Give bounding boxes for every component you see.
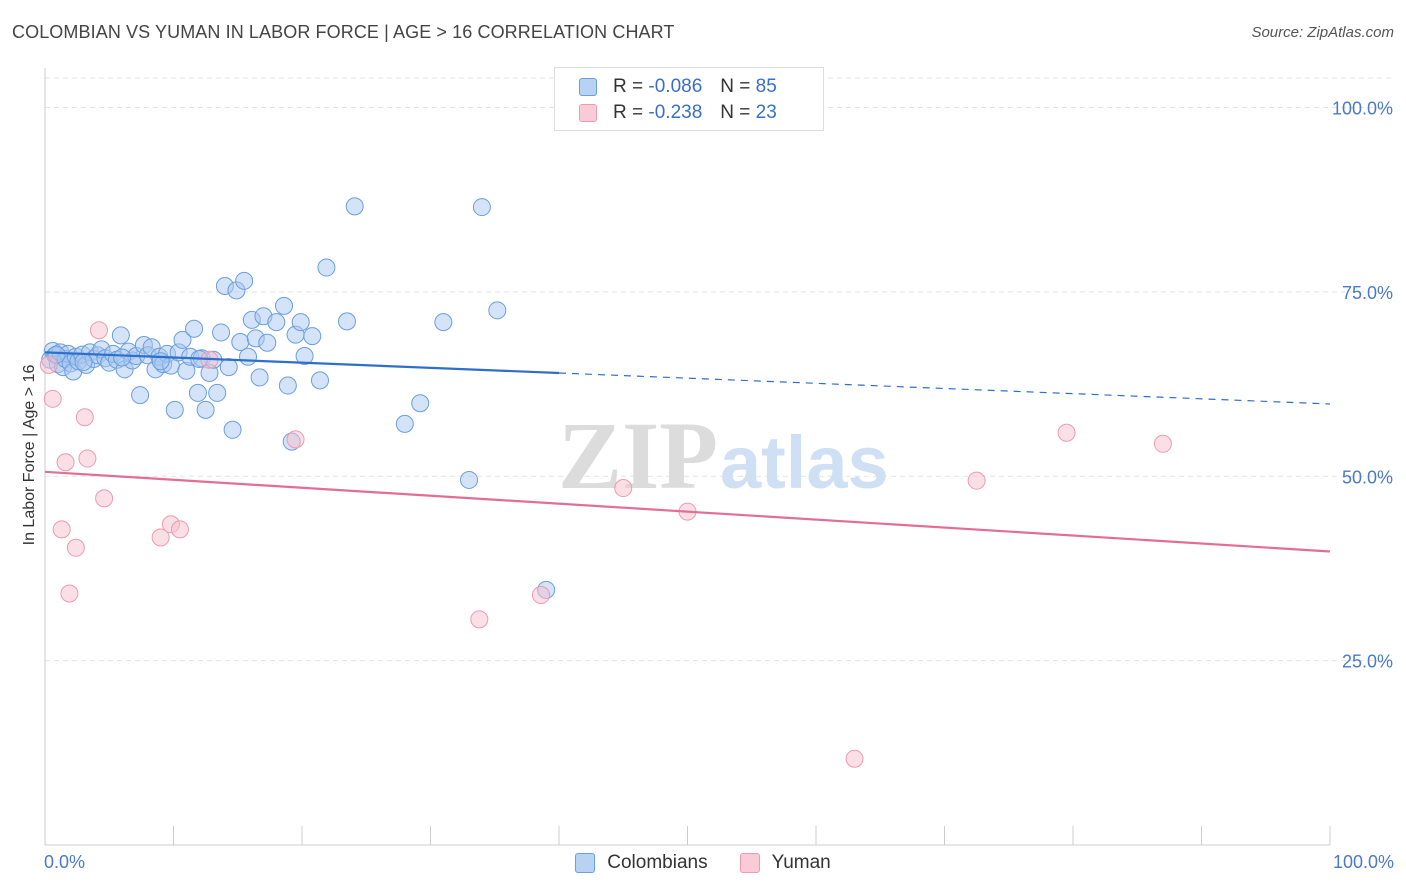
yuman-swatch: [739, 853, 760, 873]
colombians-point: [113, 348, 132, 367]
colombians-point: [165, 400, 184, 419]
yuman-point: [1057, 423, 1076, 442]
r-label: R =: [613, 76, 644, 97]
colombians-point: [223, 420, 242, 439]
colombians-points: [41, 197, 556, 599]
n-value: 23: [755, 102, 777, 123]
colombians-point: [258, 333, 277, 352]
legend-label-colombians: Colombians: [607, 852, 708, 873]
yuman-point: [532, 585, 551, 604]
axes: [44, 68, 1331, 846]
colombians-point: [267, 313, 286, 332]
chart-title: COLOMBIAN VS YUMAN IN LABOR FORCE | AGE …: [12, 22, 675, 42]
yuman-point: [78, 449, 97, 468]
colombians-point: [488, 301, 507, 320]
colombians-point: [460, 470, 479, 489]
yuman-swatch: [579, 104, 597, 122]
yuman-point: [95, 489, 114, 508]
colombians-trend-line: [44, 351, 560, 375]
trend-lines: [44, 351, 1331, 553]
colombians-point: [74, 352, 93, 371]
colombians-point: [111, 326, 130, 345]
yuman-point: [75, 408, 94, 427]
legend-item-colombians: Colombians: [575, 852, 708, 874]
yuman-points: [39, 321, 1172, 768]
n-value: 85: [755, 76, 777, 97]
watermark-atlas: atlas: [720, 421, 889, 504]
n-label: N =: [720, 76, 751, 97]
colombians-point: [151, 352, 170, 371]
yuman-point: [170, 520, 189, 539]
legend-item-yuman: Yuman: [739, 852, 831, 874]
colombians-point: [250, 368, 269, 387]
r-label: R =: [613, 102, 644, 123]
colombians-point: [310, 371, 329, 390]
colombians-point: [345, 197, 364, 216]
colombians-point: [434, 313, 453, 332]
y-tick-label: 50.0%: [1342, 467, 1393, 487]
watermark-zip: ZIP: [558, 402, 718, 509]
legend-row-colombians: R = -0.086 N = 85: [579, 75, 777, 99]
grid-lines: [45, 77, 1392, 662]
yuman-point: [66, 538, 85, 557]
yuman-point: [151, 528, 170, 547]
colombians-point: [395, 414, 414, 433]
yuman-point: [52, 520, 71, 539]
colombians-point: [239, 347, 258, 366]
yuman-point: [614, 479, 633, 498]
colombians-point: [185, 319, 204, 338]
colombians-point: [472, 198, 491, 217]
watermark: ZIP atlas: [558, 402, 889, 509]
colombians-point: [188, 383, 207, 402]
colombians-swatch: [575, 853, 596, 873]
yuman-trend-line: [44, 470, 1331, 553]
r-value: -0.086: [648, 76, 703, 97]
colombians-point: [219, 358, 238, 377]
colombians-point: [212, 323, 231, 342]
yuman-point: [286, 430, 305, 449]
yuman-point: [89, 321, 108, 340]
x-tick-label-min: 0.0%: [44, 852, 86, 872]
n-label: N =: [720, 102, 751, 123]
colombians-point: [317, 258, 336, 277]
colombians-point: [411, 394, 430, 413]
y-axis-label: In Labor Force | Age > 16: [21, 365, 38, 546]
r-value: -0.238: [648, 102, 703, 123]
colombians-point: [196, 400, 215, 419]
yuman-point: [845, 749, 864, 768]
y-tick-label: 75.0%: [1342, 283, 1393, 303]
colombians-point: [337, 312, 356, 331]
yuman-point: [56, 453, 75, 472]
colombians-point: [291, 313, 310, 332]
source-label: Source: ZipAtlas.com: [1251, 24, 1394, 41]
yuman-point: [43, 389, 62, 408]
colombians-point: [235, 271, 254, 290]
yuman-point: [1153, 434, 1172, 453]
yuman-point: [470, 610, 489, 629]
yuman-point: [39, 355, 58, 374]
colombians-trend-extension: [558, 372, 1331, 405]
y-tick-labels: 25.0% 50.0% 75.0% 100.0%: [1332, 99, 1393, 672]
legend-label-yuman: Yuman: [771, 852, 831, 873]
colombians-point: [208, 383, 227, 402]
colombians-point: [295, 347, 314, 366]
correlation-legend: R = -0.086 N = 85 R = -0.238 N = 23: [554, 67, 824, 131]
colombians-point: [303, 327, 322, 346]
y-tick-label: 100.0%: [1332, 99, 1393, 119]
y-tick-label: 25.0%: [1342, 652, 1393, 672]
legend-row-yuman: R = -0.238 N = 23: [579, 101, 777, 125]
colombians-point: [131, 386, 150, 405]
colombians-swatch: [579, 78, 597, 96]
x-tick-label-max: 100.0%: [1332, 852, 1394, 872]
yuman-point: [60, 584, 79, 603]
yuman-point: [967, 471, 986, 490]
series-legend: Colombians Yuman: [0, 852, 1406, 874]
colombians-point: [275, 296, 294, 315]
colombians-point: [173, 330, 192, 349]
colombians-point: [278, 376, 297, 395]
